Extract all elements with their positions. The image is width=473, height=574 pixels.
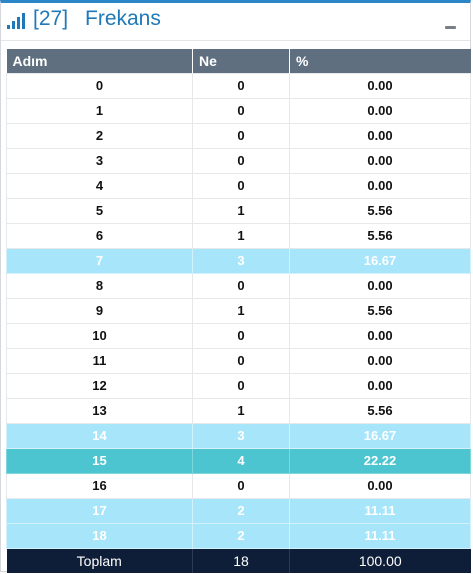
panel-title: Frekans [85, 7, 161, 30]
cell-percent: 0.00 [289, 472, 471, 499]
column-header-percent[interactable]: % [289, 49, 471, 73]
table-row: 18 2 11.11 [6, 522, 471, 549]
cell-count: 0 [192, 172, 290, 199]
table-row: 16 0 0.00 [6, 472, 471, 499]
cell-step: 15 [6, 447, 193, 474]
cell-percent: 16.67 [289, 247, 471, 274]
signal-bars-icon [7, 13, 29, 29]
cell-percent: 0.00 [289, 172, 471, 199]
table-row: 13 1 5.56 [6, 397, 471, 424]
cell-percent: 11.11 [289, 497, 471, 524]
cell-percent: 0.00 [289, 72, 471, 99]
cell-step: 2 [6, 122, 193, 149]
cell-count: 0 [192, 322, 290, 349]
cell-percent: 11.11 [289, 522, 471, 549]
cell-count: 4 [192, 447, 290, 474]
cell-count: 0 [192, 372, 290, 399]
table-row: 15 4 22.22 [6, 447, 471, 474]
cell-step: 9 [6, 297, 193, 324]
footer-label: Toplam [6, 548, 193, 573]
frequency-table: Adım Ne % 0 0 0.00 1 0 0.00 2 0 0.00 3 0 0.00 4 0 0.00… [6, 49, 471, 573]
cell-percent: 22.22 [289, 447, 471, 474]
cell-step: 5 [6, 197, 193, 224]
cell-percent: 0.00 [289, 372, 471, 399]
table-row: 11 0 0.00 [6, 347, 471, 374]
cell-count: 3 [192, 422, 290, 449]
cell-count: 1 [192, 297, 290, 324]
table-row: 6 1 5.56 [6, 222, 471, 249]
cell-percent: 0.00 [289, 322, 471, 349]
cell-step: 1 [6, 97, 193, 124]
cell-step: 4 [6, 172, 193, 199]
cell-percent: 0.00 [289, 147, 471, 174]
cell-count: 0 [192, 472, 290, 499]
cell-step: 3 [6, 147, 193, 174]
cell-count: 2 [192, 522, 290, 549]
cell-step: 0 [6, 72, 193, 99]
cell-step: 17 [6, 497, 193, 524]
column-header-step[interactable]: Adım [6, 49, 193, 73]
cell-count: 1 [192, 397, 290, 424]
cell-count: 0 [192, 122, 290, 149]
cell-step: 13 [6, 397, 193, 424]
table-row: 0 0 0.00 [6, 72, 471, 99]
cell-percent: 0.00 [289, 272, 471, 299]
cell-count: 0 [192, 347, 290, 374]
table-row: 3 0 0.00 [6, 147, 471, 174]
cell-count: 0 [192, 72, 290, 99]
cell-step: 18 [6, 522, 193, 549]
cell-step: 6 [6, 222, 193, 249]
table-row: 14 3 16.67 [6, 422, 471, 449]
panel-header: [27] Frekans [1, 3, 470, 41]
cell-count: 1 [192, 197, 290, 224]
cell-percent: 0.00 [289, 347, 471, 374]
cell-count: 2 [192, 497, 290, 524]
cell-percent: 16.67 [289, 422, 471, 449]
column-header-count[interactable]: Ne [192, 49, 290, 73]
cell-count: 0 [192, 147, 290, 174]
cell-count: 0 [192, 272, 290, 299]
cell-count: 3 [192, 247, 290, 274]
cell-percent: 0.00 [289, 97, 471, 124]
cell-percent: 5.56 [289, 222, 471, 249]
cell-step: 10 [6, 322, 193, 349]
cell-percent: 0.00 [289, 122, 471, 149]
panel-code: [27] [33, 7, 69, 30]
cell-step: 11 [6, 347, 193, 374]
minimize-icon[interactable] [445, 26, 456, 29]
cell-count: 1 [192, 222, 290, 249]
footer-count: 18 [192, 548, 290, 573]
cell-step: 7 [6, 247, 193, 274]
table-row: 4 0 0.00 [6, 172, 471, 199]
table-row: 1 0 0.00 [6, 97, 471, 124]
table-row: 17 2 11.11 [6, 497, 471, 524]
cell-step: 16 [6, 472, 193, 499]
cell-count: 0 [192, 97, 290, 124]
table-row: 8 0 0.00 [6, 272, 471, 299]
cell-step: 14 [6, 422, 193, 449]
table-row: 12 0 0.00 [6, 372, 471, 399]
table-row: 5 1 5.56 [6, 197, 471, 224]
table-row: 7 3 16.67 [6, 247, 471, 274]
cell-percent: 5.56 [289, 397, 471, 424]
table-footer-row: Toplam 18 100.00 [6, 548, 471, 573]
table-row: 10 0 0.00 [6, 322, 471, 349]
cell-step: 8 [6, 272, 193, 299]
footer-percent: 100.00 [289, 548, 471, 573]
table-header-row: Adım Ne % [6, 49, 471, 73]
table-row: 9 1 5.56 [6, 297, 471, 324]
table-row: 2 0 0.00 [6, 122, 471, 149]
cell-percent: 5.56 [289, 197, 471, 224]
cell-percent: 5.56 [289, 297, 471, 324]
cell-step: 12 [6, 372, 193, 399]
